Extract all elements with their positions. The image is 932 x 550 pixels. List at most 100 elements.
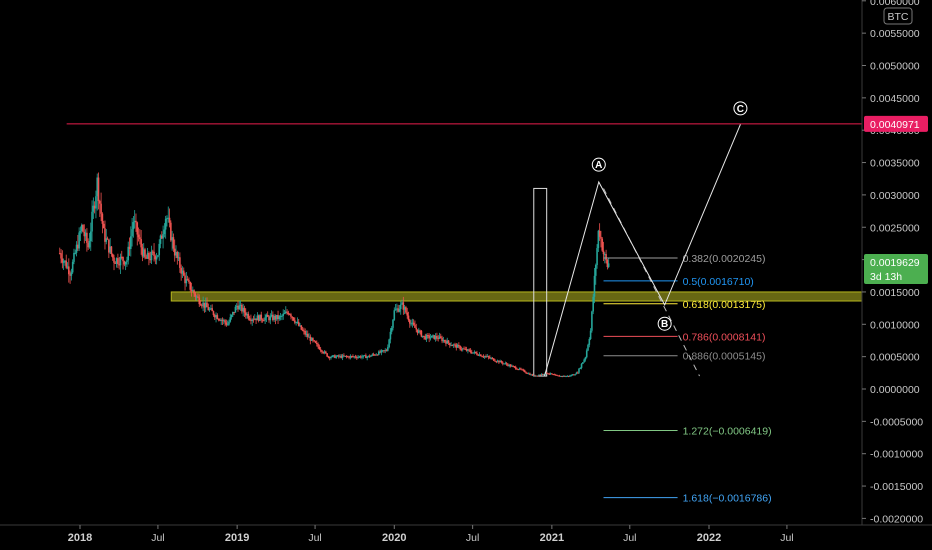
candle-body xyxy=(600,236,602,239)
candle-body xyxy=(58,253,61,255)
candle-body xyxy=(181,270,184,274)
candle-body xyxy=(303,330,305,332)
candle-body xyxy=(473,351,476,353)
wave-label-circle xyxy=(591,157,606,172)
candle-body xyxy=(452,344,455,346)
candle-body xyxy=(527,373,530,375)
candle-body xyxy=(325,351,327,354)
candle-body xyxy=(306,333,309,337)
candle-body xyxy=(256,315,259,321)
candle-body xyxy=(92,205,95,212)
candle-body xyxy=(198,297,201,305)
candle-body xyxy=(522,369,525,371)
price-tick-label: 0.0005000 xyxy=(870,352,920,364)
candle-body xyxy=(514,366,517,369)
candle-body xyxy=(159,235,162,244)
candle-body xyxy=(99,201,101,204)
candle-body xyxy=(530,374,532,376)
candle-body xyxy=(443,340,446,342)
candle-body xyxy=(465,349,468,351)
candle-body xyxy=(587,344,589,351)
price-axis[interactable]: 0.0060000 0.0055000 0.0050000 0.0045000 0.00… xyxy=(861,0,923,525)
candle-body xyxy=(428,335,430,339)
candle-body xyxy=(513,366,516,368)
candle-body xyxy=(337,355,340,357)
candle-body xyxy=(206,302,208,308)
candle-body xyxy=(567,375,570,377)
candle-body xyxy=(423,335,425,337)
candle-body xyxy=(212,311,215,316)
time-axis[interactable]: 2018 Jul 2019 Jul 2020 Jul 2021 Jul 2022 Jul xyxy=(0,524,932,544)
highlight-box[interactable] xyxy=(533,187,548,377)
wave-zigzag-line[interactable] xyxy=(544,124,741,377)
candle-body xyxy=(570,375,573,377)
candle-body xyxy=(122,257,124,262)
candle-body xyxy=(467,349,469,351)
candle-body xyxy=(238,305,241,310)
price-tick-label: 0.0060000 xyxy=(870,0,920,8)
candle-body xyxy=(507,364,509,366)
candle-body xyxy=(561,375,563,377)
candle-body xyxy=(557,375,560,377)
price-tick-label: 0.0055000 xyxy=(870,28,920,40)
candle-body xyxy=(496,360,499,362)
candle-body xyxy=(419,330,421,332)
candle-body xyxy=(314,341,317,343)
candle-body xyxy=(211,308,213,312)
candle-body xyxy=(239,304,242,306)
candle-body xyxy=(264,317,266,321)
wave-label-a[interactable]: A xyxy=(591,157,606,172)
candle-body xyxy=(284,311,287,314)
price-tick-label: 0.0050000 xyxy=(870,61,920,73)
candle-body xyxy=(482,356,485,358)
candle-body xyxy=(328,356,331,359)
candle-body xyxy=(230,314,233,318)
wave-label-c[interactable]: C xyxy=(733,101,748,116)
candle-body xyxy=(162,233,164,239)
candle-body xyxy=(222,320,225,322)
candle-body xyxy=(80,225,83,232)
candle-body xyxy=(499,360,501,363)
candle-body xyxy=(286,311,288,313)
candle-body xyxy=(255,318,257,321)
candle-body xyxy=(425,335,428,340)
candle-body xyxy=(396,308,398,310)
candle-body xyxy=(88,241,91,248)
plot-area[interactable]: 0.382(0.0020245) 0.5(0.0016710) 0.618(0.00… xyxy=(58,101,863,505)
candle-body xyxy=(273,315,275,320)
candle-body xyxy=(548,373,551,375)
candle-body xyxy=(257,315,260,321)
candle-body xyxy=(190,289,193,291)
candle-body xyxy=(578,368,580,373)
candle-body xyxy=(247,313,250,319)
candle-body xyxy=(433,335,436,340)
candle-body xyxy=(449,342,451,346)
candle-body xyxy=(268,316,270,321)
candle-body xyxy=(551,373,553,375)
candle-body xyxy=(104,228,106,242)
candle-body xyxy=(168,217,171,223)
candle-body xyxy=(270,314,273,317)
candle-body xyxy=(167,217,170,219)
candle-body xyxy=(113,257,115,263)
candle-body xyxy=(173,248,176,256)
candle-body xyxy=(406,312,409,316)
candle-body xyxy=(237,305,239,310)
candle-body xyxy=(109,246,111,253)
candle-body xyxy=(536,375,539,377)
wave-label-b[interactable]: B xyxy=(657,316,672,331)
candle-body xyxy=(430,335,433,338)
candle-body xyxy=(84,232,87,237)
candle-body xyxy=(272,314,274,320)
candle-body xyxy=(517,369,520,371)
candle-body xyxy=(414,324,416,328)
candle-body xyxy=(535,375,538,377)
candle-body xyxy=(394,309,397,311)
candle-body xyxy=(170,222,172,241)
candle-body xyxy=(243,307,246,313)
candle-body xyxy=(216,315,219,320)
candle-body xyxy=(589,330,592,340)
candle-body xyxy=(75,244,78,253)
candle-body xyxy=(135,220,137,223)
